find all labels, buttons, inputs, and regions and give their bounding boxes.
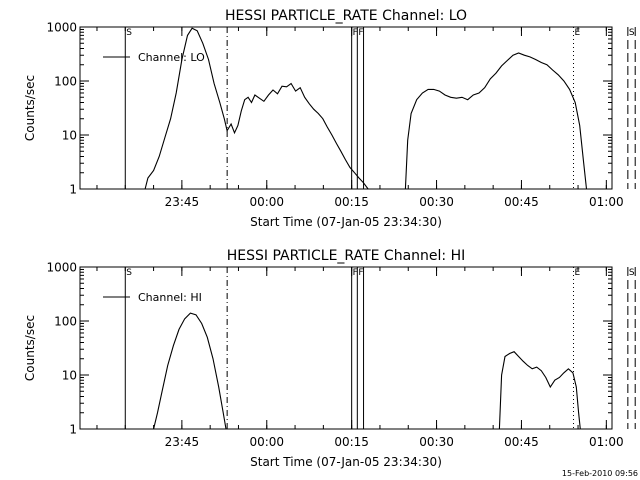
- legend-label: Channel: LO: [138, 51, 205, 64]
- panel-hi: HESSI PARTICLE_RATE Channel: HI Counts/se…: [23, 248, 636, 469]
- y-tick-label: 1000: [46, 261, 77, 275]
- series-line: [404, 52, 588, 189]
- x-tick-label: 00:30: [419, 435, 454, 449]
- x-tick-label: 00:00: [249, 435, 284, 449]
- x-tick-label: 01:00: [589, 195, 624, 209]
- series-group: [153, 312, 581, 429]
- x-axis-label: Start Time (07-Jan-05 23:34:30): [250, 455, 442, 469]
- x-tick-label: 23:45: [165, 195, 200, 209]
- event-marker-label: F: [358, 268, 363, 278]
- x-tick-label: 00:45: [504, 435, 539, 449]
- y-tick-label: 100: [54, 315, 77, 329]
- y-tick-label: 1000: [46, 21, 77, 35]
- x-axis-label: Start Time (07-Jan-05 23:34:30): [250, 215, 442, 229]
- y-tick-label: 10: [62, 369, 77, 383]
- y-axis-label: Counts/sec: [23, 315, 37, 381]
- chart-title: HESSI PARTICLE_RATE Channel: HI: [227, 248, 465, 264]
- event-marker-label: S: [126, 28, 132, 38]
- event-marker-label: E: [575, 268, 581, 278]
- panel-lo: HESSI PARTICLE_RATE Channel: LO Counts/se…: [23, 8, 636, 229]
- x-tick-label: 01:00: [589, 435, 624, 449]
- x-tick-label: 00:30: [419, 195, 454, 209]
- event-marker-label: F: [353, 268, 358, 278]
- event-marker-label: F: [353, 28, 358, 38]
- chart-title: HESSI PARTICLE_RATE Channel: LO: [225, 8, 467, 24]
- event-marker-label: S: [629, 28, 635, 38]
- x-tick-label: 00:15: [334, 195, 369, 209]
- legend-label: Channel: HI: [138, 291, 202, 304]
- event-marker-label: S: [629, 268, 635, 278]
- x-tick-label: 00:45: [504, 195, 539, 209]
- y-tick-label: 1: [69, 183, 77, 197]
- series-line: [498, 351, 581, 429]
- plot-frame: [79, 26, 613, 190]
- series-line: [153, 312, 227, 429]
- y-tick-label: 100: [54, 75, 77, 89]
- series-line: [616, 127, 636, 189]
- y-tick-label: 1: [69, 423, 77, 437]
- event-marker-label: F: [358, 28, 363, 38]
- x-tick-label: 23:45: [165, 435, 200, 449]
- event-marker-label: S: [126, 268, 132, 278]
- y-tick-label: 10: [62, 129, 77, 143]
- series-line: [144, 27, 369, 189]
- plot-frame: [79, 266, 613, 430]
- footer-timestamp: 15-Feb-2010 09:56: [562, 469, 638, 478]
- y-axis-label: Counts/sec: [23, 75, 37, 141]
- x-tick-label: 00:00: [249, 195, 284, 209]
- series-group: [144, 27, 636, 189]
- x-tick-label: 00:15: [334, 435, 369, 449]
- event-marker-label: E: [575, 28, 581, 38]
